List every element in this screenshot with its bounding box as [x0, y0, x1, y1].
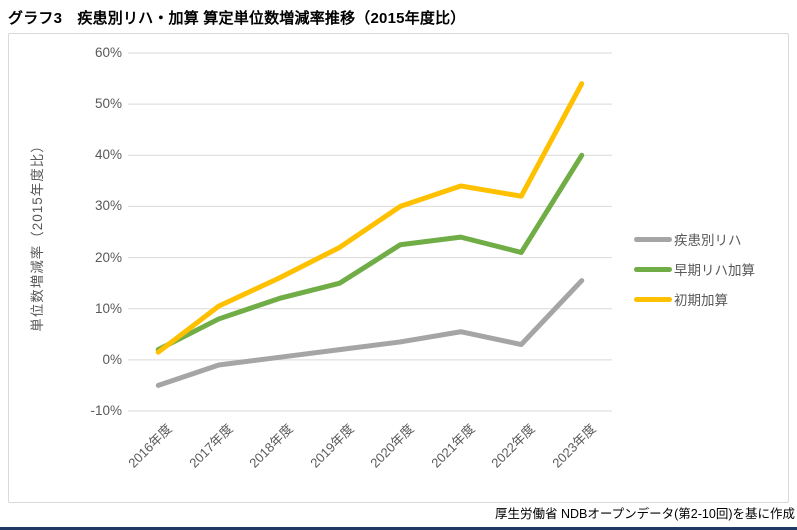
- y-tick-label: 0%: [102, 351, 122, 367]
- legend-label: 疾患別リハ: [674, 233, 742, 248]
- legend-line-swatch: [634, 236, 672, 242]
- y-tick-label: 20%: [94, 249, 122, 265]
- legend-label: 早期リハ加算: [674, 263, 755, 278]
- y-tick-label: 60%: [94, 45, 122, 60]
- series-line-疾患別リハ: [155, 278, 585, 388]
- chart-legend: 疾患別リハ 早期リハ加算 初期加算: [634, 224, 755, 314]
- legend-label: 初期加算: [674, 293, 728, 308]
- chart-title: グラフ3 疾患別リハ・加算 算定単位数増減率推移（2015年度比）: [8, 10, 466, 27]
- y-tick-label: 50%: [94, 96, 122, 112]
- legend-item-soki-riha-kasan: 早期リハ加算: [634, 254, 755, 284]
- y-tick-label: 10%: [94, 300, 122, 316]
- legend-line-swatch: [634, 296, 672, 302]
- source-note: 厚生労働省 NDBオープンデータ(第2-10回)を基に作成: [495, 507, 795, 521]
- legend-item-shoki-kasan: 初期加算: [634, 284, 755, 314]
- y-tick-label: 40%: [94, 147, 122, 163]
- y-axis-title: 単位数増減率（2015年度比）: [30, 138, 45, 332]
- bottom-divider: [0, 527, 797, 530]
- legend-item-shikkanbetsu-riha: 疾患別リハ: [634, 224, 755, 254]
- series-line-早期リハ加算: [155, 152, 585, 353]
- series-line-初期加算: [155, 81, 585, 355]
- y-tick-label: -10%: [90, 403, 122, 418]
- y-tick-label: 30%: [94, 198, 122, 214]
- legend-line-swatch: [634, 266, 672, 272]
